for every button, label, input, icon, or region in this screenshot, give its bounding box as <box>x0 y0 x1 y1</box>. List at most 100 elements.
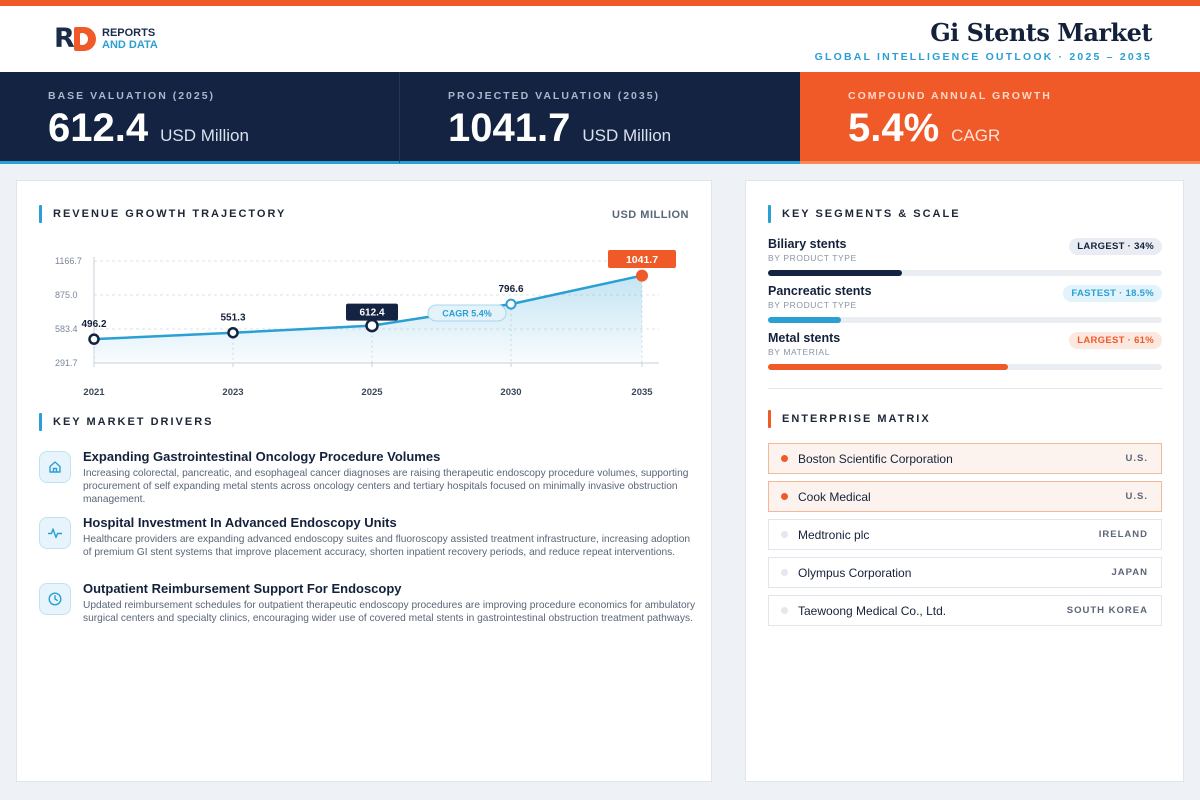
company-name: Taewoong Medical Co., Ltd. <box>798 603 947 618</box>
company-name: Olympus Corporation <box>798 565 912 580</box>
driver-item: Outpatient Reimbursement Support For End… <box>39 581 699 647</box>
section-accent <box>39 205 42 223</box>
company-row[interactable]: Medtronic plc IRELAND <box>768 519 1162 550</box>
segment-bar-fill <box>768 364 1009 370</box>
data-label: 1041.7 <box>626 254 658 266</box>
segment-bar-track <box>768 364 1162 370</box>
driver-item: Hospital Investment In Advanced Endoscop… <box>39 515 699 581</box>
chart-unit-label: USD MILLION <box>612 209 689 221</box>
kpi-label: COMPOUND ANNUAL GROWTH <box>848 90 1052 102</box>
segment-name: Metal stents <box>768 331 841 345</box>
kpi-label: PROJECTED VALUATION (2035) <box>448 90 661 102</box>
company-country: SOUTH KOREA <box>1066 605 1148 616</box>
segment-category: BY PRODUCT TYPE <box>768 253 857 263</box>
y-tick-label: 1166.7 <box>55 256 82 266</box>
section-title-text: ENTERPRISE MATRIX <box>782 413 931 425</box>
driver-description: Healthcare providers are expanding advan… <box>83 534 691 558</box>
kpi-value: 5.4% <box>848 106 940 150</box>
logo-line-1: REPORTS <box>102 27 156 39</box>
brand-logo[interactable]: R REPORTS AND DATA <box>54 25 158 52</box>
section-divider <box>768 388 1162 389</box>
segment-badge: LARGEST · 34% <box>1069 238 1162 255</box>
company-row[interactable]: Olympus Corporation JAPAN <box>768 557 1162 588</box>
driver-description: Increasing colorectal, pancreatic, and e… <box>83 468 689 505</box>
segments-card: KEY SEGMENTS & SCALE Biliary stents BY P… <box>745 180 1184 782</box>
company-name: Cook Medical <box>798 489 871 504</box>
data-label: 496.2 <box>81 319 106 330</box>
company-row[interactable]: Taewoong Medical Co., Ltd. SOUTH KOREA <box>768 595 1162 626</box>
revenue-area <box>94 275 642 363</box>
company-row[interactable]: Cook Medical U.S. <box>768 481 1162 512</box>
driver-title: Hospital Investment In Advanced Endoscop… <box>83 515 397 530</box>
status-dot <box>781 493 788 500</box>
segment-name: Biliary stents <box>768 237 847 251</box>
segments-section-title: KEY SEGMENTS & SCALE <box>768 205 961 223</box>
clock-icon <box>39 583 71 615</box>
data-label: 612.4 <box>359 308 384 319</box>
section-title-text: REVENUE GROWTH TRAJECTORY <box>53 208 287 220</box>
pulse-icon <box>39 517 71 549</box>
driver-description: Updated reimbursement schedules for outp… <box>83 600 696 624</box>
company-country: U.S. <box>1125 453 1148 464</box>
drivers-section-title: KEY MARKET DRIVERS <box>39 413 213 431</box>
kpi-label: BASE VALUATION (2025) <box>48 90 216 102</box>
data-point <box>88 333 100 345</box>
status-dot <box>781 569 788 576</box>
kpi-unit: CAGR <box>951 126 1001 145</box>
company-name: Medtronic plc <box>798 527 870 542</box>
data-point <box>227 326 239 339</box>
company-row[interactable]: Boston Scientific Corporation U.S. <box>768 443 1162 474</box>
cagr-pill <box>427 304 507 322</box>
segment-item: Pancreatic stents BY PRODUCT TYPE FASTES… <box>768 284 1162 331</box>
kpi-base-valuation: BASE VALUATION (2025) 612.4 USD Million <box>0 72 400 164</box>
segment-bar-fill <box>768 270 902 276</box>
data-label: 551.3 <box>220 313 245 324</box>
company-country: U.S. <box>1125 491 1148 502</box>
kpi-cagr: COMPOUND ANNUAL GROWTH 5.4% CAGR <box>800 72 1200 164</box>
status-dot <box>781 531 788 538</box>
kpi-unit: USD Million <box>582 126 672 145</box>
segment-item: Biliary stents BY PRODUCT TYPE LARGEST ·… <box>768 237 1162 284</box>
x-tick-label: 2035 <box>631 387 653 398</box>
segment-bar-track <box>768 317 1162 323</box>
y-tick-label: 875.0 <box>55 290 78 300</box>
section-accent <box>768 410 771 428</box>
kpi-value: 612.4 <box>48 106 149 150</box>
page-subtitle: GLOBAL INTELLIGENCE OUTLOOK · 2025 – 203… <box>814 51 1152 63</box>
data-point-end <box>636 269 648 282</box>
driver-title: Expanding Gastrointestinal Oncology Proc… <box>83 449 441 464</box>
kpi-strip: BASE VALUATION (2025) 612.4 USD Million … <box>0 72 1200 164</box>
x-tick-label: 2030 <box>500 387 521 398</box>
company-country: JAPAN <box>1111 567 1148 578</box>
home-icon <box>39 451 71 483</box>
company-country: IRELAND <box>1098 529 1148 540</box>
kpi-unit: USD Million <box>160 126 249 145</box>
company-name: Boston Scientific Corporation <box>798 451 953 466</box>
segment-badge: LARGEST · 61% <box>1069 332 1162 349</box>
matrix-section-title: ENTERPRISE MATRIX <box>768 410 931 428</box>
section-accent <box>39 413 42 431</box>
x-tick-label: 2025 <box>361 387 383 398</box>
driver-title: Outpatient Reimbursement Support For End… <box>83 581 402 596</box>
page-title: Gi Stents Market <box>930 18 1152 47</box>
cagr-annotation: CAGR 5.4% <box>442 309 492 319</box>
section-title-text: KEY MARKET DRIVERS <box>53 416 214 428</box>
segment-category: BY MATERIAL <box>768 347 831 357</box>
segment-name: Pancreatic stents <box>768 284 872 298</box>
kpi-projected-valuation: PROJECTED VALUATION (2035) 1041.7 USD Mi… <box>400 72 800 164</box>
status-dot <box>781 455 788 462</box>
data-label: 796.6 <box>498 284 523 295</box>
y-tick-label: 583.4 <box>55 324 78 334</box>
segments-list: Biliary stents BY PRODUCT TYPE LARGEST ·… <box>768 237 1162 378</box>
data-point-highlight <box>365 318 379 333</box>
revenue-chart: 291.7 583.4 875.0 1166.7 2021 2023 2025 2030 203… <box>55 250 676 398</box>
revenue-card: REVENUE GROWTH TRAJECTORY USD MILLION 29… <box>16 180 712 782</box>
y-tick-label: 291.7 <box>55 358 78 368</box>
kpi-value: 1041.7 <box>448 106 571 150</box>
segment-category: BY PRODUCT TYPE <box>768 300 857 310</box>
logo-mark-icon: R <box>54 25 98 52</box>
x-tick-label: 2023 <box>222 387 243 398</box>
section-accent <box>768 205 771 223</box>
driver-item: Expanding Gastrointestinal Oncology Proc… <box>39 449 699 515</box>
data-point <box>505 298 517 310</box>
